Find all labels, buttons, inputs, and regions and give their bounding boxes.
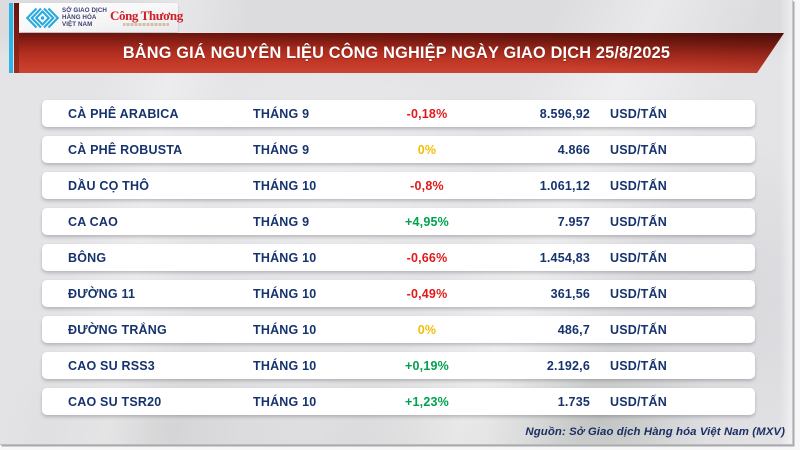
contract-month: THÁNG 9 [253,106,310,121]
commodity-name: CAO SU RSS3 [68,358,155,373]
contract-month: THÁNG 10 [253,250,317,265]
commodity-name: ĐƯỜNG TRẮNG [68,322,167,337]
mxv-wordmark-line2: HÀNG HÓA [62,13,97,21]
price-unit: USD/TẤN [610,106,667,121]
commodity-name: CÀ PHÊ ROBUSTA [68,142,183,157]
contract-month: THÁNG 10 [253,322,317,337]
change-percent: -0,66% [406,250,448,265]
accent-stripe-cyan [8,3,13,73]
contract-month: THÁNG 10 [253,286,317,301]
table-row: CAO SU RSS3 THÁNG 10 +0,19% 2.192,6 USD/… [42,352,755,379]
commodity-name: CA CAO [68,214,119,229]
table-row: CÀ PHÊ ARABICA THÁNG 9 -0,18% 8.596,92 U… [42,100,755,127]
contract-month: THÁNG 9 [253,142,310,157]
table-row: DẦU CỌ THÔ THÁNG 10 -0,8% 1.061,12 USD/T… [42,172,755,199]
price-unit: USD/TẤN [610,322,667,337]
title-banner: BẢNG GIÁ NGUYÊN LIỆU CÔNG NGHIỆP NGÀY GI… [19,33,784,73]
contract-month: THÁNG 10 [253,358,317,373]
contract-month: THÁNG 10 [253,178,317,193]
change-percent: 0% [417,142,437,157]
price-unit: USD/TẤN [610,178,667,193]
source-note: Nguồn: Sở Giao dịch Hàng hóa Việt Nam (M… [525,426,785,438]
price-unit: USD/TẤN [610,358,667,373]
price-unit: USD/TẤN [610,394,667,409]
table-row: ĐƯỜNG TRẮNG THÁNG 10 0% 486,7 USD/TẤN [42,316,755,343]
price-value: 4.866 [557,142,590,157]
price-unit: USD/TẤN [610,250,667,265]
background-right-band [780,0,792,444]
commodity-name: BÔNG [68,250,107,265]
change-percent: -0,18% [406,106,448,121]
commodity-name: CAO SU TSR20 [68,394,162,409]
price-value: 361,56 [550,286,590,301]
price-unit: USD/TẤN [610,142,667,157]
commodity-name: CÀ PHÊ ARABICA [68,106,179,121]
price-value: 1.061,12 [539,178,590,193]
contract-month: THÁNG 10 [253,394,317,409]
change-percent: +4,95% [405,214,449,229]
congthuong-wordmark: Công Thương [109,8,183,24]
table-row: BÔNG THÁNG 10 -0,66% 1.454,83 USD/TẤN [42,244,755,271]
change-percent: +0,19% [405,358,449,373]
price-unit: USD/TẤN [610,214,667,229]
price-value: 8.596,92 [539,106,590,121]
price-table: CÀ PHÊ ARABICA THÁNG 9 -0,18% 8.596,92 U… [42,100,755,424]
accent-stripe-red [13,3,19,73]
change-percent: 0% [417,322,437,337]
mxv-wordmark-line1: SỞ GIAO DỊCH [62,6,107,14]
mxv-wordmark: SỞ GIAO DỊCH HÀNG HÓA VIỆT NAM [62,7,107,28]
price-value: 7.957 [557,214,590,229]
price-value: 1.735 [557,394,590,409]
change-percent: -0,8% [410,178,444,193]
table-row: CA CAO THÁNG 9 +4,95% 7.957 USD/TẤN [42,208,755,235]
page-title: BẢNG GIÁ NGUYÊN LIỆU CÔNG NGHIỆP NGÀY GI… [122,44,671,62]
masthead-tagline-bar [123,23,170,26]
change-percent: -0,49% [406,286,448,301]
price-value: 1.454,83 [539,250,590,265]
commodity-name: ĐƯỜNG 11 [68,286,136,301]
trademark-symbol: ™ [74,9,79,14]
congthuong-masthead: Công Thương [110,9,183,26]
table-row: ĐƯỜNG 11 THÁNG 10 -0,49% 361,56 USD/TẤN [42,280,755,307]
price-value: 486,7 [557,322,590,337]
contract-month: THÁNG 9 [253,214,310,229]
price-unit: USD/TẤN [610,286,667,301]
mxv-wordmark-line3: VIỆT NAM [62,21,93,29]
table-row: CÀ PHÊ ROBUSTA THÁNG 9 0% 4.866 USD/TẤN [42,136,755,163]
commodity-name: DẦU CỌ THÔ [68,178,150,193]
mxv-chevrons-icon [26,7,59,28]
change-percent: +1,23% [405,394,449,409]
table-row: CAO SU TSR20 THÁNG 10 +1,23% 1.735 USD/T… [42,388,755,415]
brand-logo-box: ™ SỞ GIAO DỊCH HÀNG HÓA VIỆT NAM Công Th… [19,3,183,32]
price-value: 2.192,6 [546,358,590,373]
